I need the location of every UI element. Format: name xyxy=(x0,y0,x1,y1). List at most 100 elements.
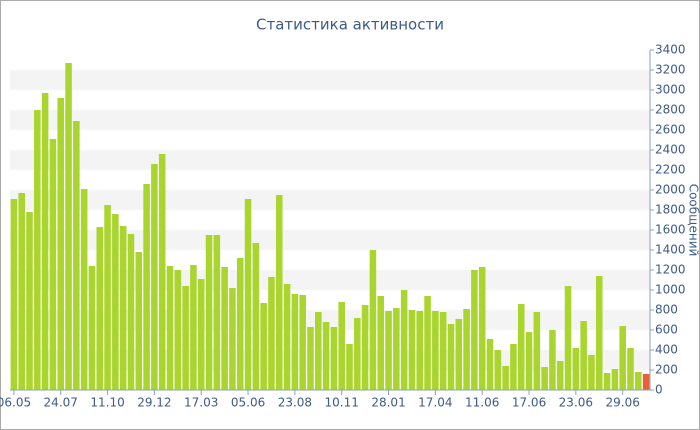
bar xyxy=(151,164,158,390)
bar xyxy=(236,258,244,390)
bar xyxy=(330,327,338,390)
bar xyxy=(432,311,439,390)
bar xyxy=(119,226,127,390)
bar xyxy=(283,284,291,390)
bar xyxy=(447,324,455,390)
x-tick-label: 11.06 xyxy=(465,396,499,410)
grid-stripe xyxy=(10,150,650,170)
bar xyxy=(556,361,564,390)
bar xyxy=(393,308,400,390)
bar xyxy=(88,266,96,390)
grid-stripe xyxy=(10,110,650,130)
bar xyxy=(57,98,65,390)
bar xyxy=(416,311,424,390)
bar xyxy=(635,372,642,390)
bar xyxy=(190,265,197,390)
y-tick-label: 2000 xyxy=(655,183,686,197)
bar xyxy=(34,110,41,390)
x-tick-label: 06.05 xyxy=(0,396,31,410)
bar xyxy=(510,344,517,390)
bar xyxy=(73,121,80,390)
bar xyxy=(291,294,299,390)
bar xyxy=(439,312,447,390)
bar xyxy=(463,309,470,390)
bar xyxy=(143,184,150,390)
bar xyxy=(400,290,408,390)
y-tick-label: 400 xyxy=(655,343,678,357)
bar xyxy=(346,344,353,390)
y-tick-label: 1800 xyxy=(655,203,686,217)
bar xyxy=(268,277,275,390)
bar xyxy=(229,288,236,390)
bar xyxy=(80,189,88,390)
grid-stripe xyxy=(10,70,650,90)
grid-stripe xyxy=(10,230,650,250)
bar xyxy=(502,366,509,390)
y-tick-label: 1000 xyxy=(655,283,686,297)
y-tick-label: 0 xyxy=(655,383,663,397)
bar xyxy=(642,374,650,390)
x-tick-label: 17.04 xyxy=(418,396,452,410)
bar xyxy=(41,93,49,390)
bar xyxy=(361,305,369,390)
x-tick-label: 28.01 xyxy=(371,396,405,410)
x-tick-label: 17.06 xyxy=(512,396,546,410)
chart-title: Статистика активности xyxy=(256,16,444,34)
bar xyxy=(354,318,361,390)
y-axis-label: Сообщений xyxy=(687,184,700,257)
bar xyxy=(549,330,556,390)
bar xyxy=(455,319,463,390)
bar xyxy=(525,332,533,390)
bar xyxy=(65,63,72,390)
bar xyxy=(18,193,25,390)
bar xyxy=(494,350,502,390)
x-tick-label: 10.11 xyxy=(325,396,359,410)
bar xyxy=(96,227,104,390)
bar xyxy=(580,321,587,390)
bar xyxy=(26,212,33,390)
bar xyxy=(603,373,611,390)
bar xyxy=(611,369,619,390)
bar xyxy=(205,235,213,390)
bar xyxy=(627,348,634,390)
bar xyxy=(424,296,431,390)
y-tick-label: 3200 xyxy=(655,63,686,77)
y-tick-label: 2400 xyxy=(655,143,686,157)
y-tick-label: 1200 xyxy=(655,263,686,277)
bar xyxy=(182,286,189,390)
y-tick-label: 2600 xyxy=(655,123,686,137)
bar xyxy=(158,154,166,390)
bar xyxy=(338,302,345,390)
x-tick-label: 24.07 xyxy=(44,396,78,410)
bar xyxy=(260,303,267,390)
bar xyxy=(104,205,111,390)
bar xyxy=(197,279,205,390)
bar xyxy=(517,304,525,390)
bar xyxy=(533,312,541,390)
y-tick-label: 200 xyxy=(655,363,678,377)
bar xyxy=(486,339,494,390)
x-tick-label: 29.06 xyxy=(606,396,640,410)
bar xyxy=(619,326,626,390)
y-tick-label: 3400 xyxy=(655,43,686,57)
y-tick-label: 600 xyxy=(655,323,678,337)
bar xyxy=(135,252,143,390)
bar xyxy=(541,367,548,390)
bar xyxy=(471,270,478,390)
x-tick-label: 29.12 xyxy=(137,396,171,410)
y-tick-label: 800 xyxy=(655,303,678,317)
bar xyxy=(478,267,486,390)
bar xyxy=(112,214,119,390)
x-tick-label: 05.06 xyxy=(231,396,265,410)
bar xyxy=(49,139,57,390)
bar xyxy=(322,322,330,390)
bar xyxy=(127,234,135,390)
bar xyxy=(595,276,603,390)
bar xyxy=(408,310,416,390)
bar xyxy=(307,327,314,390)
y-tick-label: 2800 xyxy=(655,103,686,117)
bar xyxy=(213,235,221,390)
bar xyxy=(299,295,306,390)
